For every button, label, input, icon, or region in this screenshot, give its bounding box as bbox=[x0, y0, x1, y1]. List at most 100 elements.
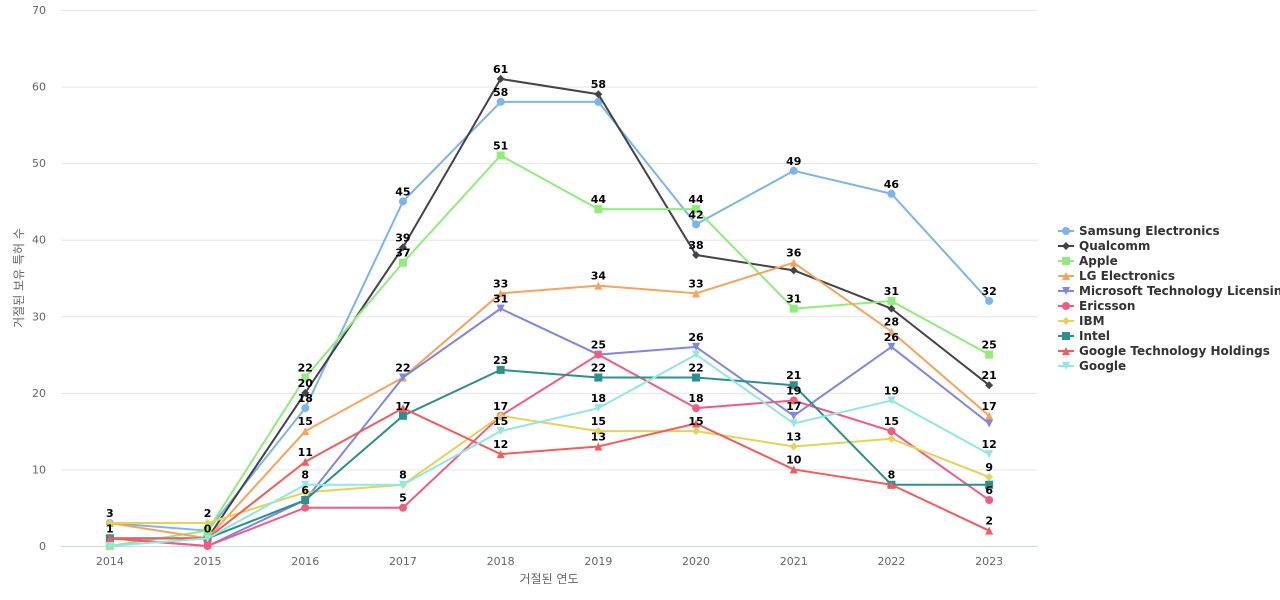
data-point bbox=[692, 251, 701, 260]
data-label: 8 bbox=[301, 469, 309, 482]
x-tick-label: 2018 bbox=[487, 555, 515, 568]
data-point bbox=[985, 496, 994, 505]
legend-item-intel[interactable]: Intel bbox=[1058, 329, 1110, 343]
data-point bbox=[594, 373, 603, 382]
data-point bbox=[789, 465, 798, 474]
data-point bbox=[887, 434, 896, 443]
x-tick-label: 2021 bbox=[780, 555, 808, 568]
data-label: 22 bbox=[395, 362, 410, 375]
series-google bbox=[105, 350, 994, 550]
data-point bbox=[301, 388, 310, 397]
series-line bbox=[108, 261, 991, 540]
data-point bbox=[496, 365, 505, 374]
data-point bbox=[203, 519, 212, 528]
legend-marker bbox=[1062, 332, 1070, 340]
legend-item-google-technology-holdings[interactable]: Google Technology Holdings bbox=[1058, 344, 1270, 358]
data-point bbox=[398, 503, 407, 512]
legend-marker bbox=[1062, 227, 1070, 235]
data-point bbox=[496, 411, 505, 420]
data-label: 2 bbox=[204, 507, 212, 520]
data-label: 15 bbox=[591, 415, 606, 428]
data-label: 17 bbox=[786, 400, 801, 413]
data-point bbox=[398, 373, 407, 382]
data-label: 58 bbox=[493, 86, 508, 99]
data-label: 12 bbox=[493, 438, 508, 451]
legend-item-samsung-electronics[interactable]: Samsung Electronics bbox=[1058, 224, 1220, 238]
data-point bbox=[398, 258, 407, 267]
data-label: 37 bbox=[395, 247, 410, 260]
data-point bbox=[985, 411, 994, 420]
data-label: 58 bbox=[591, 78, 606, 91]
data-label: 21 bbox=[786, 369, 801, 382]
data-point bbox=[985, 381, 994, 390]
data-label: 51 bbox=[493, 139, 508, 152]
data-point bbox=[594, 97, 603, 106]
data-point bbox=[203, 534, 212, 543]
data-label: 5 bbox=[399, 492, 407, 505]
data-point bbox=[594, 281, 603, 290]
data-label: 36 bbox=[786, 247, 802, 260]
data-label: 13 bbox=[591, 430, 606, 443]
data-label: 38 bbox=[688, 239, 703, 252]
legend-label: LG Electronics bbox=[1079, 269, 1175, 283]
data-label: 49 bbox=[786, 155, 801, 168]
data-point bbox=[105, 519, 114, 528]
data-point bbox=[496, 151, 505, 160]
data-point bbox=[594, 205, 603, 214]
data-label: 33 bbox=[688, 277, 703, 290]
data-label: 22 bbox=[298, 362, 313, 375]
data-point bbox=[301, 496, 310, 505]
y-axis-title: 거절된 보유 특허 수 bbox=[12, 228, 26, 328]
data-label: 32 bbox=[981, 285, 996, 298]
legend-item-ericsson[interactable]: Ericsson bbox=[1058, 299, 1135, 313]
data-point bbox=[692, 350, 701, 359]
legend-item-apple[interactable]: Apple bbox=[1058, 254, 1118, 268]
data-point bbox=[594, 90, 603, 99]
data-point bbox=[692, 419, 701, 428]
data-point bbox=[301, 480, 310, 489]
data-label: 13 bbox=[786, 430, 801, 443]
data-point bbox=[985, 526, 994, 535]
legend-marker bbox=[1062, 317, 1070, 325]
series-line bbox=[108, 154, 991, 547]
data-point bbox=[887, 296, 896, 305]
series-lg-electronics bbox=[105, 258, 994, 543]
data-label: 31 bbox=[493, 293, 508, 306]
data-label: 3 bbox=[106, 507, 114, 520]
data-point bbox=[496, 450, 505, 459]
data-point bbox=[398, 197, 407, 206]
data-point bbox=[692, 373, 701, 382]
legend-item-qualcomm[interactable]: Qualcomm bbox=[1058, 239, 1150, 253]
x-tick-label: 2017 bbox=[389, 555, 417, 568]
data-label: 15 bbox=[884, 415, 899, 428]
y-tick-label: 10 bbox=[32, 463, 46, 476]
data-point bbox=[789, 411, 798, 420]
legend-item-lg-electronics[interactable]: LG Electronics bbox=[1058, 269, 1175, 283]
data-label: 11 bbox=[298, 446, 313, 459]
data-label: 23 bbox=[493, 354, 508, 367]
legend-item-google[interactable]: Google bbox=[1058, 359, 1126, 373]
y-tick-label: 50 bbox=[32, 157, 46, 170]
legend-marker bbox=[1062, 362, 1070, 370]
data-label: 15 bbox=[688, 415, 703, 428]
legend-item-ibm[interactable]: IBM bbox=[1058, 314, 1105, 328]
y-axis-ticks: 0 10 20 30 40 50 60 70 bbox=[32, 4, 46, 553]
data-label: 6 bbox=[301, 484, 309, 497]
data-point bbox=[301, 373, 310, 382]
legend-label: Google bbox=[1079, 359, 1126, 373]
data-point bbox=[398, 480, 407, 489]
data-label: 10 bbox=[786, 453, 802, 466]
data-point bbox=[789, 266, 798, 275]
data-label: 12 bbox=[981, 438, 996, 451]
data-point bbox=[985, 450, 994, 459]
data-point bbox=[887, 396, 896, 405]
data-point bbox=[398, 404, 407, 413]
data-point bbox=[301, 404, 310, 413]
x-axis-ticks: 2014 2015 2016 2017 2018 2019 2020 2021 2022 2023 bbox=[96, 555, 1003, 568]
data-label: 18 bbox=[298, 392, 313, 405]
legend-item-microsoft-technology-licensing[interactable]: Microsoft Technology Licensing bbox=[1058, 284, 1280, 298]
data-label: 44 bbox=[688, 193, 704, 206]
legend-label: Apple bbox=[1079, 254, 1118, 268]
data-label: 26 bbox=[688, 331, 704, 344]
